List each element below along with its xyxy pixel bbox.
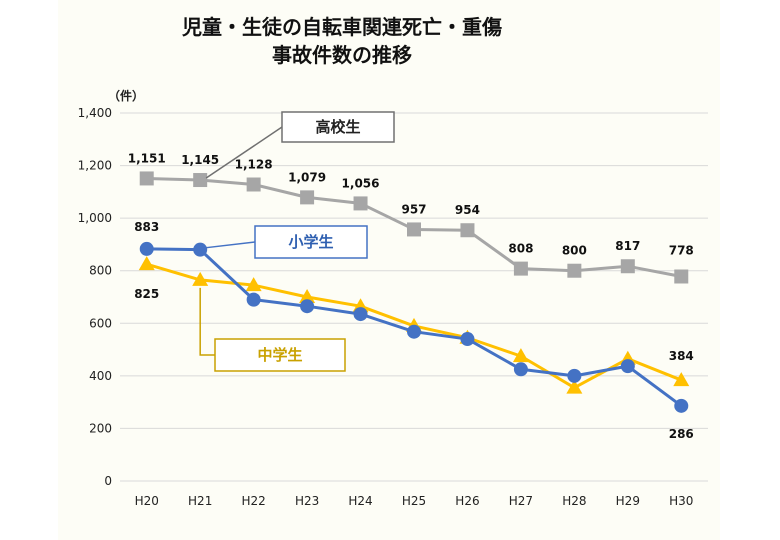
point-circle xyxy=(460,332,475,347)
x-tick-label: H23 xyxy=(295,494,319,508)
data-label: 825 xyxy=(134,287,159,301)
point-square xyxy=(407,222,421,237)
legend-label: 高校生 xyxy=(315,118,360,136)
callout-leader xyxy=(205,126,283,179)
y-tick-label: 600 xyxy=(89,316,112,330)
point-triangle xyxy=(245,277,262,292)
point-square xyxy=(513,261,528,276)
data-label: 1,145 xyxy=(181,153,219,167)
point-circle xyxy=(193,242,208,257)
point-square xyxy=(460,223,475,238)
series-layer xyxy=(138,171,690,413)
chart-title-line-2: 事故件数の推移 xyxy=(272,43,412,67)
y-tick-label: 200 xyxy=(89,421,112,435)
y-tick-label: 400 xyxy=(89,369,112,383)
point-square xyxy=(353,196,368,211)
point-triangle xyxy=(299,289,316,303)
point-square xyxy=(674,269,689,284)
x-tick-label: H28 xyxy=(562,494,586,508)
data-label: 883 xyxy=(134,220,159,234)
point-square xyxy=(300,190,315,205)
line-chart: 児童・生徒の自転車関連死亡・重傷 事故件数の推移 （件） 0 200 400 600 8… xyxy=(78,15,708,508)
y-tick-label: 1,000 xyxy=(78,211,112,225)
x-tick-label: H22 xyxy=(241,494,265,508)
y-tick-label: 0 xyxy=(104,474,112,488)
grid-layer xyxy=(120,112,708,482)
x-axis-ticks: H20 H21 H22 H23 H24 H25 H26 H27 H28 H29 H30 xyxy=(135,494,694,508)
callout-leader xyxy=(206,241,256,249)
x-tick-label: H26 xyxy=(455,494,479,508)
point-square xyxy=(193,173,208,188)
x-tick-label: H29 xyxy=(616,494,640,508)
point-square xyxy=(620,259,635,274)
callout-leader xyxy=(199,287,215,356)
data-label: 1,056 xyxy=(342,176,380,190)
x-tick-label: H21 xyxy=(188,494,212,508)
point-circle xyxy=(567,368,582,383)
point-triangle xyxy=(673,372,690,387)
data-label: 808 xyxy=(508,242,533,256)
point-circle xyxy=(353,307,368,322)
chart-frame: 児童・生徒の自転車関連死亡・重傷 事故件数の推移 （件） 0 200 400 600 8… xyxy=(58,0,720,540)
y-tick-label: 800 xyxy=(89,264,112,278)
x-tick-label: H27 xyxy=(509,494,533,508)
point-square xyxy=(246,177,261,192)
point-square xyxy=(567,263,582,278)
data-label: 286 xyxy=(669,427,694,441)
point-circle xyxy=(674,398,689,413)
data-label: 957 xyxy=(401,202,426,216)
point-triangle xyxy=(566,379,583,394)
legend-label: 中学生 xyxy=(257,346,302,364)
callout-box xyxy=(214,338,346,372)
data-label: 817 xyxy=(615,239,640,253)
x-tick-label: H24 xyxy=(348,494,372,508)
data-label: 1,128 xyxy=(235,157,273,171)
point-circle xyxy=(139,241,154,256)
point-circle xyxy=(407,324,421,339)
point-square xyxy=(139,171,154,186)
y-tick-label: 1,400 xyxy=(78,106,112,120)
data-label: 1,079 xyxy=(288,170,326,184)
point-circle xyxy=(300,299,315,314)
data-label: 778 xyxy=(669,243,694,257)
data-label: 1,151 xyxy=(128,151,166,165)
y-unit-label: （件） xyxy=(108,88,144,103)
point-triangle xyxy=(512,348,529,363)
x-tick-label: H30 xyxy=(669,494,693,508)
point-circle xyxy=(246,292,261,307)
x-tick-label: H25 xyxy=(402,494,426,508)
point-triangle xyxy=(138,256,155,271)
point-circle xyxy=(513,362,528,377)
data-label: 384 xyxy=(669,349,694,363)
data-label: 954 xyxy=(455,203,480,217)
x-tick-label: H20 xyxy=(135,494,159,508)
callout-box xyxy=(254,225,368,259)
chart-title-line-1: 児童・生徒の自転車関連死亡・重傷 xyxy=(181,15,502,39)
data-labels: 1,151 1,145 1,128 1,079 1,056 957 954 808 800 817… xyxy=(128,151,694,440)
point-circle xyxy=(620,359,635,374)
legend-label: 小学生 xyxy=(288,233,333,251)
y-axis-ticks: 0 200 400 600 800 1,000 1,200 1,400 xyxy=(78,106,112,488)
data-label: 800 xyxy=(562,244,587,258)
callout-box xyxy=(281,111,395,143)
point-triangle xyxy=(192,271,209,286)
y-tick-label: 1,200 xyxy=(78,159,112,173)
